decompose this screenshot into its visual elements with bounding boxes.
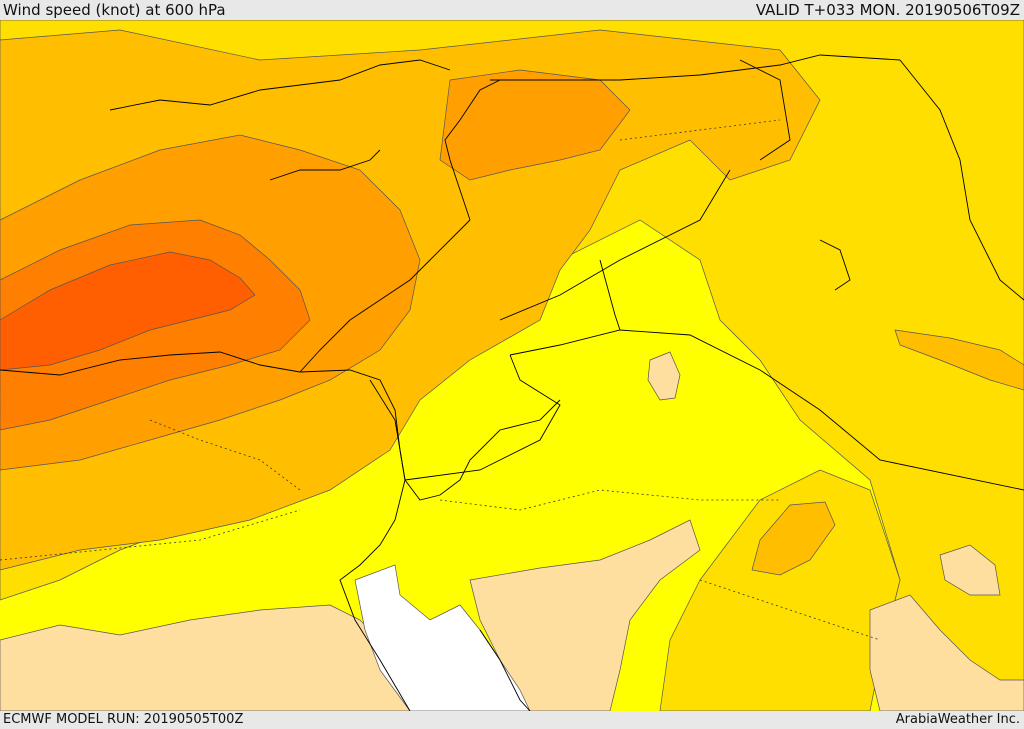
band-light-east xyxy=(939,544,1001,596)
band-25-east-streak xyxy=(894,329,1024,391)
dotted-boundaries xyxy=(0,119,881,641)
band-light-southeast xyxy=(869,594,1024,711)
valid-time: VALID T+033 MON. 20190506T09Z xyxy=(755,1,1020,19)
model-run: ECMWF MODEL RUN: 20190505T00Z xyxy=(3,712,244,727)
borders xyxy=(369,54,1024,491)
map-header: Wind speed (knot) at 600 hPa VALID T+033… xyxy=(0,0,1024,20)
credit: ArabiaWeather Inc. xyxy=(895,712,1020,727)
map-title: Wind speed (knot) at 600 hPa xyxy=(3,1,226,19)
band-25-east-blob xyxy=(751,501,836,576)
band-light-desert xyxy=(647,351,681,401)
map-canvas xyxy=(0,20,1024,711)
band-light-southwest xyxy=(0,604,421,711)
map-footer: ECMWF MODEL RUN: 20190505T00Z ArabiaWeat… xyxy=(0,711,1024,729)
band-40-core xyxy=(0,251,256,371)
coastlines xyxy=(0,59,1024,711)
wind-speed-map xyxy=(0,20,1024,711)
band-30-north xyxy=(439,69,631,181)
